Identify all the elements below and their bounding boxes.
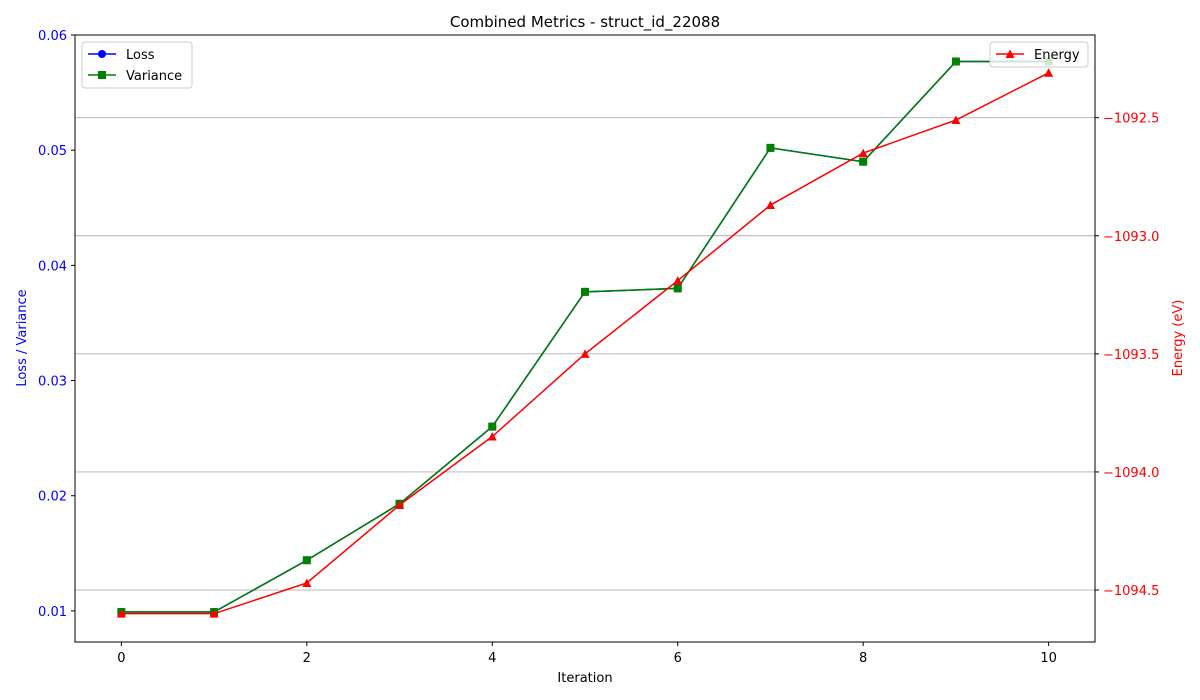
y-axis-left: 0.01 0.02 0.03 0.04 0.05 0.06 bbox=[38, 29, 75, 620]
legend-loss-marker bbox=[98, 50, 106, 58]
y-right-tick-label: −1094.0 bbox=[1103, 466, 1159, 481]
plot-frame bbox=[74, 34, 1096, 643]
y-right-tick-label: −1092.5 bbox=[1103, 112, 1159, 127]
legend-loss-label: Loss bbox=[126, 48, 155, 63]
chart-title: Combined Metrics - struct_id_22088 bbox=[450, 13, 720, 32]
x-tick-label: 4 bbox=[488, 651, 496, 666]
x-axis: 0 2 4 6 8 10 bbox=[117, 642, 1057, 666]
x-tick-label: 2 bbox=[303, 651, 311, 666]
data-point-energy bbox=[1044, 68, 1054, 77]
series-group bbox=[116, 57, 1054, 618]
y-left-tick-label: 0.04 bbox=[38, 259, 67, 274]
legend-energy-label: Energy bbox=[1034, 48, 1080, 63]
y-left-tick-label: 0.06 bbox=[38, 29, 67, 44]
series-line-energy bbox=[121, 72, 1049, 615]
x-axis-label: Iteration bbox=[557, 671, 612, 686]
data-point-variance bbox=[488, 422, 497, 431]
y-right-tick-label: −1093.0 bbox=[1103, 230, 1159, 245]
y-left-tick-label: 0.03 bbox=[38, 375, 67, 390]
x-tick-label: 0 bbox=[117, 651, 125, 666]
data-point-energy bbox=[951, 115, 961, 125]
data-point-variance bbox=[859, 157, 868, 166]
x-tick-label: 8 bbox=[859, 651, 867, 666]
y-right-tick-label: −1094.5 bbox=[1103, 584, 1159, 599]
data-point-energy bbox=[673, 276, 683, 285]
data-point-energy bbox=[116, 609, 126, 618]
y-left-tick-label: 0.05 bbox=[38, 144, 67, 159]
series-line-loss bbox=[121, 60, 1049, 613]
y-axis-right-label: Energy (eV) bbox=[1171, 300, 1186, 377]
data-point-energy bbox=[395, 500, 405, 510]
data-point-energy bbox=[302, 578, 312, 587]
series-line-variance bbox=[121, 60, 1049, 613]
legend-left: Loss Variance bbox=[81, 41, 193, 89]
legend-variance-label: Variance bbox=[126, 69, 182, 84]
y-left-tick-label: 0.02 bbox=[38, 490, 67, 505]
legend-variance-marker bbox=[98, 71, 106, 79]
y-axis-left-label: Loss / Variance bbox=[15, 289, 30, 386]
data-point-energy bbox=[487, 432, 497, 441]
data-point-variance bbox=[766, 143, 775, 152]
data-point-variance bbox=[951, 57, 960, 66]
y-axis-right: −1094.5 −1094.0 −1093.5 −1093.0 −1092.5 bbox=[1095, 112, 1159, 599]
legend-energy-marker bbox=[1005, 49, 1015, 58]
data-point-energy bbox=[765, 200, 775, 210]
legend-right: Energy bbox=[989, 41, 1089, 68]
x-tick-label: 6 bbox=[674, 651, 682, 666]
y-right-tick-label: −1093.5 bbox=[1103, 348, 1159, 363]
data-point-energy bbox=[580, 349, 590, 358]
y-left-tick-label: 0.01 bbox=[38, 605, 67, 620]
legend-right-box bbox=[989, 41, 1089, 68]
x-tick-label: 10 bbox=[1040, 651, 1057, 666]
data-point-variance bbox=[581, 287, 589, 296]
data-point-variance bbox=[302, 556, 311, 565]
data-point-energy bbox=[858, 148, 868, 158]
data-point-energy bbox=[209, 609, 219, 618]
data-point-variance bbox=[673, 284, 682, 293]
